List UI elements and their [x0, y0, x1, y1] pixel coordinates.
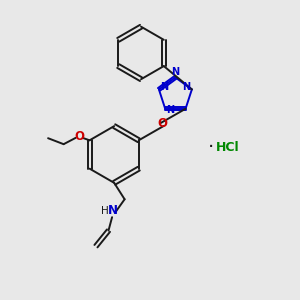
Text: N: N	[160, 82, 168, 92]
Text: N: N	[171, 68, 179, 77]
Text: HCl: HCl	[216, 140, 239, 154]
Text: H: H	[101, 206, 109, 216]
Text: O: O	[157, 117, 167, 130]
Text: ·: ·	[208, 137, 214, 157]
Text: N: N	[182, 82, 190, 92]
Text: O: O	[74, 130, 84, 143]
Text: N: N	[108, 204, 118, 217]
Text: N: N	[167, 105, 175, 115]
